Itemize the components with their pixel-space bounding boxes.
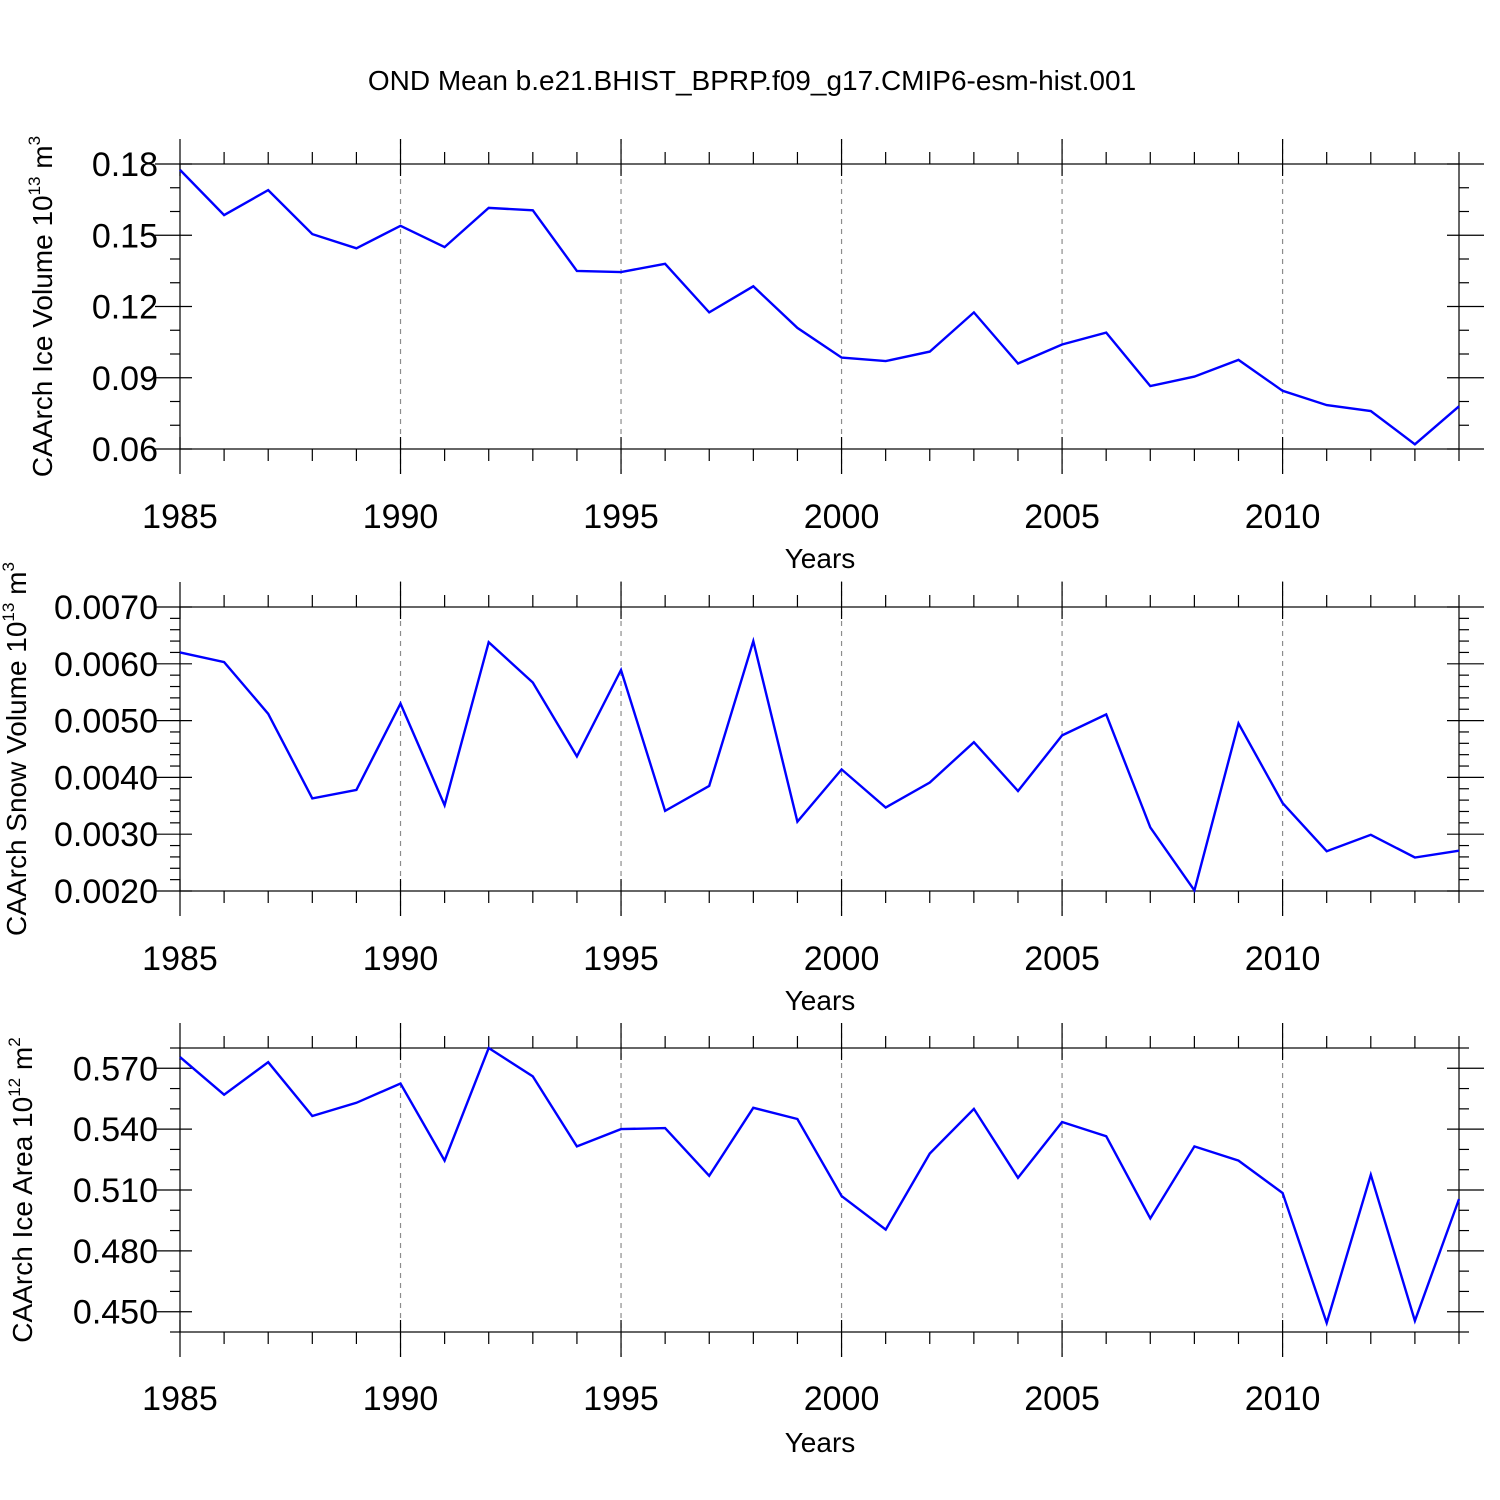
x-axis-label: Years [785, 1427, 856, 1458]
x-axis-label: Years [785, 543, 856, 574]
y-tick-label: 0.06 [92, 431, 158, 469]
x-tick-label: 1990 [363, 1380, 439, 1418]
panels: 0.06 0.09 0.12 0.15 0.18 1985 1990 1995 2000 2005… [0, 136, 1484, 1458]
plot-frame [179, 1047, 1460, 1333]
y-axis-label: CAArch Ice Area 1012 m2 [5, 1037, 38, 1342]
x-tick-label: 2010 [1245, 1380, 1321, 1418]
series-line [179, 169, 1460, 446]
y-tick-label: 0.540 [73, 1111, 158, 1149]
x-tick-label: 1995 [583, 1380, 659, 1418]
x-tick-label: 1985 [142, 1380, 218, 1418]
y-tick-label: 0.0020 [54, 873, 158, 911]
x-axis-label: Years [785, 985, 856, 1016]
y-axis-label: CAArch Ice Volume 1013 m3 [25, 136, 58, 477]
y-tick-label: 0.0070 [54, 589, 158, 627]
y-tick-label: 0.0050 [54, 703, 158, 741]
x-tick-label: 2010 [1245, 940, 1321, 978]
x-tick-label: 2000 [804, 1380, 880, 1418]
panel-3: 0.450 0.480 0.510 0.540 0.570 1985 1990 1995 200… [5, 1023, 1484, 1458]
x-tick-label: 2000 [804, 940, 880, 978]
y-tick-label: 0.0060 [54, 646, 158, 684]
y-tick-label: 0.18 [92, 146, 158, 184]
x-tick-label: 1985 [142, 498, 218, 536]
y-tick-label: 0.0040 [54, 759, 158, 797]
series-line [179, 636, 1460, 894]
figure-title: OND Mean b.e21.BHIST_BPRP.f09_g17.CMIP6-… [368, 65, 1136, 96]
panel-2: 0.0020 0.0030 0.0040 0.0050 0.0060 0.0070 1985… [0, 562, 1484, 1016]
y-tick-label: 0.450 [73, 1294, 158, 1332]
x-tick-label: 1990 [363, 940, 439, 978]
x-tick-label: 2005 [1024, 940, 1100, 978]
panel-1: 0.06 0.09 0.12 0.15 0.18 1985 1990 1995 2000 2005… [25, 136, 1484, 574]
x-tick-label: 2005 [1024, 498, 1100, 536]
y-tick-label: 0.09 [92, 360, 158, 398]
x-tick-label: 2010 [1245, 498, 1321, 536]
x-tick-label: 1995 [583, 498, 659, 536]
x-tick-label: 1990 [363, 498, 439, 536]
y-tick-label: 0.480 [73, 1233, 158, 1271]
y-tick-label: 0.570 [73, 1050, 158, 1088]
x-tick-label: 1995 [583, 940, 659, 978]
x-tick-label: 2000 [804, 498, 880, 536]
y-tick-label: 0.510 [73, 1172, 158, 1210]
y-axis-label: CAArch Snow Volume 1013 m3 [0, 562, 32, 936]
x-tick-label: 1985 [142, 940, 218, 978]
y-tick-label: 0.0030 [54, 816, 158, 854]
plot-frame [179, 163, 1460, 450]
y-tick-label: 0.12 [92, 289, 158, 327]
plot-frame [179, 606, 1460, 892]
series-line [179, 1046, 1461, 1327]
x-tick-label: 2005 [1024, 1380, 1100, 1418]
y-tick-label: 0.15 [92, 217, 158, 255]
